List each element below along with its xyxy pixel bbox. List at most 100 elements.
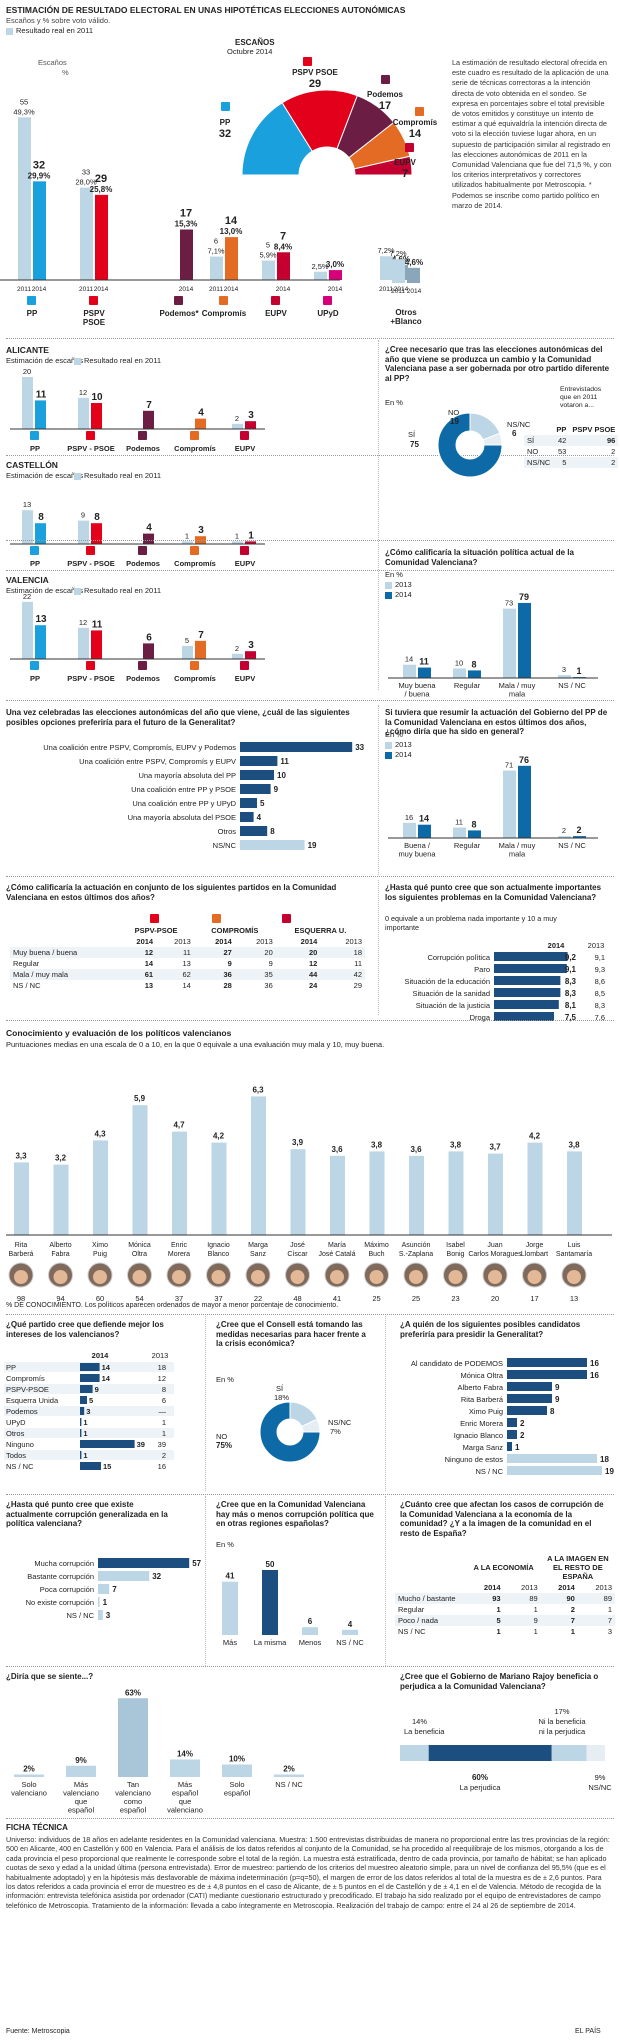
- bar-2013: [403, 822, 416, 838]
- defends-bar: [80, 1451, 82, 1459]
- score-label: 3,7: [489, 1143, 501, 1152]
- question-title: ¿Cómo calificaría la actuación en conjun…: [6, 883, 337, 902]
- cell: 13: [144, 981, 154, 990]
- bar-2014: [518, 765, 531, 838]
- knowledge-value: 48: [293, 1294, 301, 1303]
- candidate-label: Al candidato de PODEMOS: [411, 1359, 503, 1368]
- value-2013: 8,6: [595, 977, 605, 986]
- value-2013: 6: [162, 1396, 166, 1405]
- category-label: Regular: [454, 841, 481, 850]
- regions-value: 6: [308, 1617, 313, 1626]
- party-name: Compromís: [174, 674, 216, 683]
- seats-key: Escaños: [38, 58, 67, 67]
- defends-bar: [80, 1363, 100, 1371]
- row-label: Mala / muy mala: [10, 969, 119, 980]
- cell: 7: [577, 1615, 615, 1626]
- identity-label: valenciano: [63, 1789, 99, 1798]
- year-header: 2014: [558, 1583, 575, 1592]
- year-header: 2013: [152, 1351, 169, 1360]
- bar-2013: [403, 664, 416, 678]
- corruption-value: 57: [192, 1559, 201, 1568]
- bar-2013: [503, 770, 516, 838]
- value-2014: 14: [102, 1374, 111, 1383]
- year-header: 2014: [300, 937, 318, 946]
- seats-label-2011: 55: [20, 97, 28, 106]
- score-bar: [172, 1131, 187, 1235]
- bar-2014: [225, 237, 238, 280]
- consell-donut: [259, 1401, 321, 1463]
- rajoy-segment: [400, 1745, 429, 1761]
- legend-2014: 2014: [395, 750, 412, 759]
- candidate-label: Ximo Puig: [469, 1407, 503, 1416]
- donut-label: NS/NC: [507, 420, 531, 429]
- question-subtitle: 0 equivale a un problema nada importante…: [385, 914, 557, 932]
- regions-bar: [302, 1627, 318, 1635]
- regions-value: 41: [226, 1572, 235, 1581]
- legend-2013-swatch: [385, 742, 392, 749]
- category-label: Mala / muy: [499, 681, 536, 690]
- politician-name: Rita: [15, 1242, 28, 1249]
- politician-face-icon: [448, 1270, 463, 1284]
- value-2014: 3: [248, 410, 254, 421]
- candidate-value: 9: [555, 1383, 560, 1392]
- knowledge-value: 20: [491, 1294, 499, 1303]
- politician-face-icon: [132, 1270, 147, 1284]
- pct-label-2011: 7,2%: [377, 246, 394, 255]
- section-divider: [6, 1666, 614, 1667]
- row-label: NS / NC: [13, 981, 41, 990]
- corruption-label: NS / NC: [66, 1611, 94, 1620]
- identity-value: 9%: [75, 1756, 87, 1765]
- bar-2014: [195, 640, 206, 659]
- bar-2013: [453, 668, 466, 678]
- bar-2011: [182, 646, 193, 659]
- corruption-bar: [98, 1584, 110, 1594]
- politician-name: Ignacio: [207, 1242, 230, 1249]
- value-2013: 8,3: [595, 1001, 605, 1010]
- ficha-title: FICHA TÉCNICA: [6, 1823, 68, 1832]
- bar-2011: [210, 256, 223, 280]
- seats-label-2011: 5: [266, 241, 270, 250]
- identity-label: Más: [74, 1780, 88, 1789]
- pct-key: %: [62, 68, 69, 77]
- category-label: muy buena: [398, 850, 436, 859]
- value-2014: 1: [83, 1429, 87, 1438]
- corruption-value: 1: [103, 1598, 108, 1607]
- row-bg: [4, 1417, 174, 1427]
- bar-2013: [503, 608, 516, 678]
- knowledge-value: 54: [135, 1294, 143, 1303]
- legend-2013: 2013: [395, 580, 412, 589]
- party-name: PSPV - PSOE: [67, 674, 115, 683]
- score-bar: [330, 1155, 345, 1235]
- candidate-chart: Al candidato de PODEMOS 16 Mónica Oltra 16 A…: [411, 1358, 614, 1476]
- party-label: PSPV-PSOE: [6, 1385, 49, 1394]
- cell: 5: [553, 457, 570, 468]
- knowledge-value: 60: [96, 1294, 104, 1303]
- cell: 42: [553, 435, 570, 446]
- score-bar: [251, 1096, 266, 1235]
- identity-bar: [66, 1765, 96, 1777]
- option-label: Otros: [218, 827, 237, 836]
- problem-bar: [494, 988, 561, 997]
- value-2011: 2: [235, 644, 239, 653]
- candidate-label: Ninguno de estos: [445, 1455, 504, 1464]
- politician-face-icon: [93, 1270, 107, 1284]
- value-2014: 7: [198, 630, 204, 641]
- candidate-value: 2: [520, 1431, 525, 1440]
- knowledge-value: 37: [214, 1294, 222, 1303]
- value-2014: 9,1: [565, 965, 577, 974]
- hemicycle-party-name: PP: [220, 118, 231, 127]
- knowledge-value: 98: [17, 1294, 25, 1303]
- option-bar: [240, 798, 257, 808]
- identity-label: como: [124, 1797, 142, 1806]
- politician-name: Juan: [487, 1242, 502, 1249]
- category-label: mala: [509, 690, 526, 699]
- knowledge-value: 25: [372, 1294, 380, 1303]
- question-title: ¿Cree necesario que tras las elecciones …: [385, 345, 610, 383]
- section-title: ESTIMACIÓN DE RESULTADO ELECTORAL EN UNA…: [6, 5, 406, 15]
- value-2011: 13: [23, 500, 31, 509]
- politician-face-icon: [369, 1270, 384, 1284]
- section-divider: [6, 1314, 614, 1315]
- value-2014: 11: [419, 657, 429, 667]
- candidate-bar: [507, 1442, 512, 1451]
- hemicycle-seats: 17: [379, 100, 391, 112]
